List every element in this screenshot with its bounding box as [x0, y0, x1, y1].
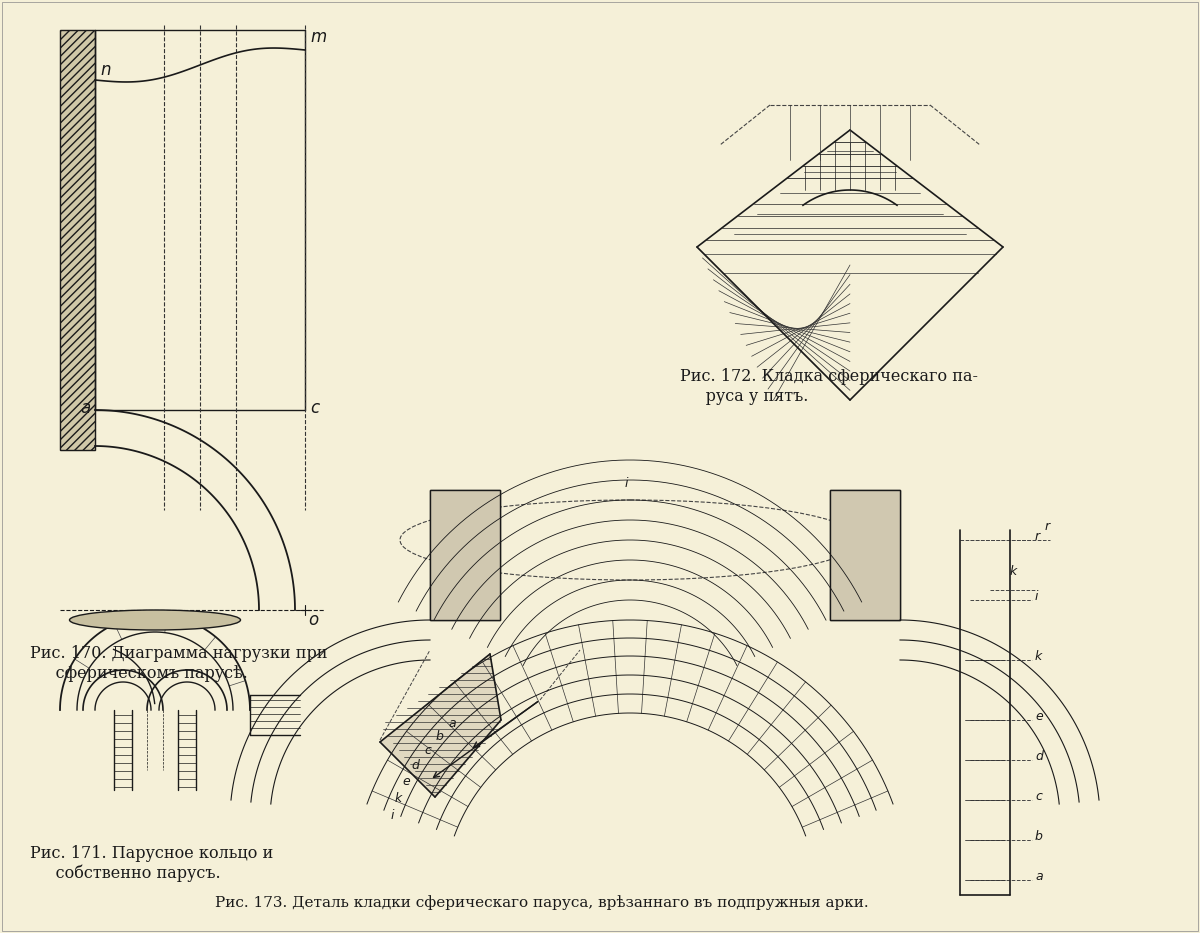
Polygon shape [380, 654, 502, 797]
Text: r: r [1045, 520, 1050, 533]
Text: Рис. 172. Кладка сферическаго па-
     руса у пятъ.: Рис. 172. Кладка сферическаго па- руса у… [680, 368, 978, 405]
Polygon shape [60, 30, 95, 450]
Text: d: d [412, 759, 420, 773]
Text: b: b [1034, 830, 1043, 843]
Bar [830, 490, 900, 620]
Text: c: c [424, 745, 431, 757]
Text: e: e [402, 775, 410, 788]
Text: i: i [625, 477, 629, 490]
Bar [830, 490, 900, 620]
Ellipse shape [70, 610, 240, 630]
Text: a: a [80, 399, 90, 417]
Text: k: k [1034, 650, 1043, 663]
Text: Рис. 173. Деталь кладки сферическаго паруса, врѣзаннаго въ подпружныя арки.: Рис. 173. Деталь кладки сферическаго пар… [215, 895, 869, 910]
Text: b: b [436, 730, 443, 743]
Text: i: i [391, 810, 395, 822]
Text: e: e [1034, 710, 1043, 723]
Text: n: n [100, 61, 110, 79]
Polygon shape [60, 30, 95, 450]
Text: m: m [310, 28, 326, 46]
Polygon shape [697, 130, 1003, 400]
Text: d: d [1034, 750, 1043, 763]
Text: i: i [1034, 590, 1038, 603]
Text: Рис. 171. Парусное кольцо и
     собственно парусъ.: Рис. 171. Парусное кольцо и собственно п… [30, 845, 274, 883]
Text: k: k [1010, 565, 1018, 578]
Text: a: a [449, 717, 456, 730]
Text: c: c [310, 399, 319, 417]
Text: a: a [1034, 870, 1043, 883]
Text: o: o [308, 611, 318, 629]
Text: c: c [1034, 790, 1042, 803]
Text: Рис. 170. Диаграмма нагрузки при
     сферическомъ парусѣ.: Рис. 170. Диаграмма нагрузки при сфериче… [30, 645, 328, 682]
Text: r: r [1034, 530, 1040, 543]
Bar [430, 490, 500, 620]
Bar [430, 490, 500, 620]
Text: k: k [394, 792, 401, 805]
